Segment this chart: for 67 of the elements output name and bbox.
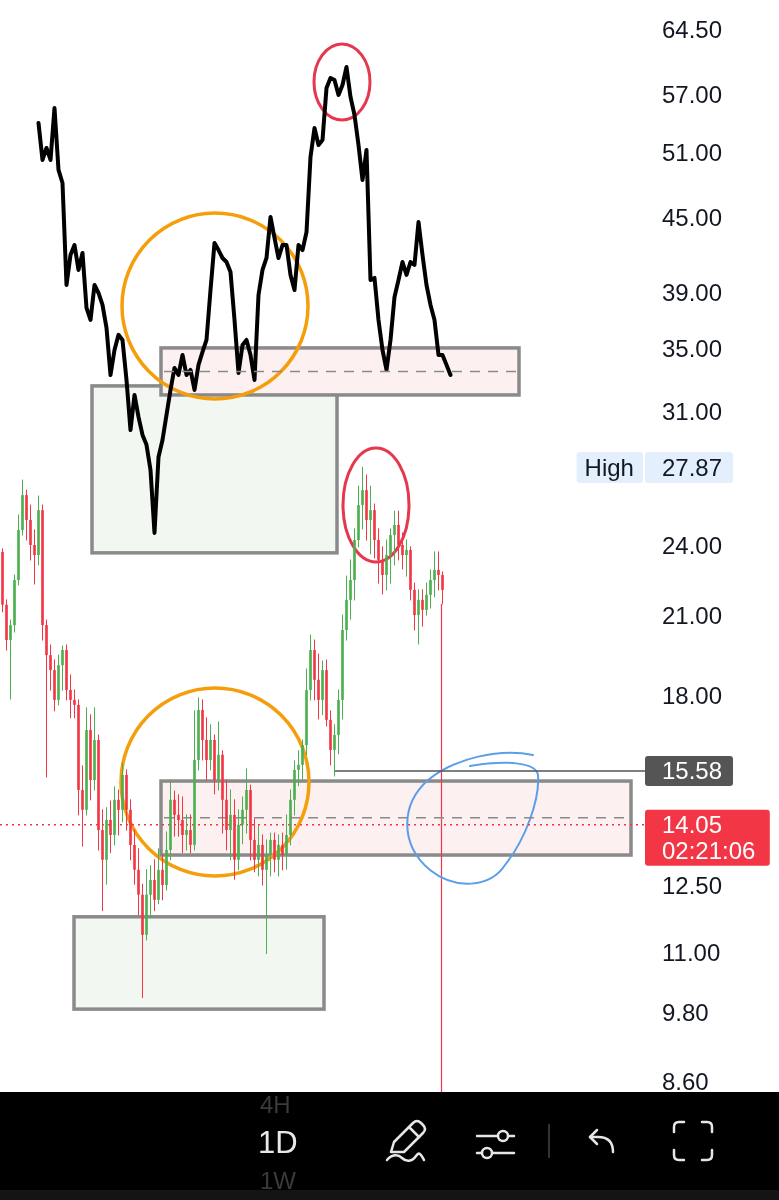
text: 4H <box>260 1090 291 1118</box>
candlestick <box>417 589 420 645</box>
candlestick <box>73 689 76 719</box>
candlestick <box>381 546 384 595</box>
y-tick-label: 8.60 <box>662 1067 709 1095</box>
candlestick <box>397 510 400 561</box>
candlestick <box>153 859 156 912</box>
candlestick <box>433 551 436 598</box>
candlestick <box>281 832 284 871</box>
candlestick <box>49 644 52 691</box>
candlestick <box>441 571 444 605</box>
candlestick <box>421 589 424 627</box>
candlestick <box>301 739 304 781</box>
candlestick <box>285 814 288 870</box>
candlestick <box>241 796 244 845</box>
y-tick-label: 21.00 <box>662 601 723 629</box>
candlestick <box>333 724 336 777</box>
candlestick <box>429 569 432 609</box>
candlestick <box>389 528 392 584</box>
candlestick <box>9 619 12 700</box>
candlestick <box>209 724 212 771</box>
y-tick-label: 64.50 <box>662 15 723 43</box>
y-tick-label: 35.00 <box>662 335 723 363</box>
candlestick <box>205 717 208 781</box>
candlestick <box>69 674 72 719</box>
candlestick <box>393 510 396 566</box>
candlestick <box>273 832 276 873</box>
candlestick <box>361 466 364 530</box>
candlestick <box>369 485 372 555</box>
candlestick <box>33 529 36 585</box>
candlestick <box>245 768 248 834</box>
y-tick-label: 39.00 <box>662 278 723 306</box>
y-tick-label: 18.00 <box>662 682 723 710</box>
candlestick <box>401 532 404 570</box>
candlestick <box>257 825 260 877</box>
candlestick <box>437 551 440 591</box>
candlestick <box>265 839 268 954</box>
ref-line-label: 15.58 <box>662 757 723 785</box>
candlestick <box>161 854 164 901</box>
text: 27.87 <box>662 453 723 481</box>
candlestick <box>229 789 232 861</box>
candlestick <box>297 750 300 787</box>
candlestick <box>405 539 408 577</box>
text: 1D <box>258 1124 298 1160</box>
y-tick-label: 11.00 <box>662 939 721 967</box>
candlestick <box>385 539 388 591</box>
candlestick <box>277 834 280 877</box>
y-tick-label: 24.00 <box>662 531 723 559</box>
candlestick <box>317 653 320 720</box>
y-tick-label: 31.00 <box>662 398 723 426</box>
ref-line-label: 14.05 <box>662 811 723 839</box>
candlestick <box>377 528 380 584</box>
text: 1W <box>260 1166 297 1194</box>
candlestick <box>185 814 188 851</box>
y-tick-label: 51.00 <box>662 138 723 166</box>
candlestick <box>425 582 428 616</box>
y-tick-label: 45.00 <box>662 203 723 231</box>
text: 02:21:06 <box>662 837 756 865</box>
y-tick-label: 12.50 <box>662 872 723 900</box>
candlestick <box>269 832 272 877</box>
y-tick-label: 57.00 <box>662 80 723 108</box>
y-tick-label: 9.80 <box>662 999 709 1027</box>
candlestick <box>149 865 152 919</box>
candlestick <box>349 559 352 620</box>
line-series <box>36 64 453 535</box>
candlestick <box>61 645 64 691</box>
annotation: High <box>584 453 634 481</box>
